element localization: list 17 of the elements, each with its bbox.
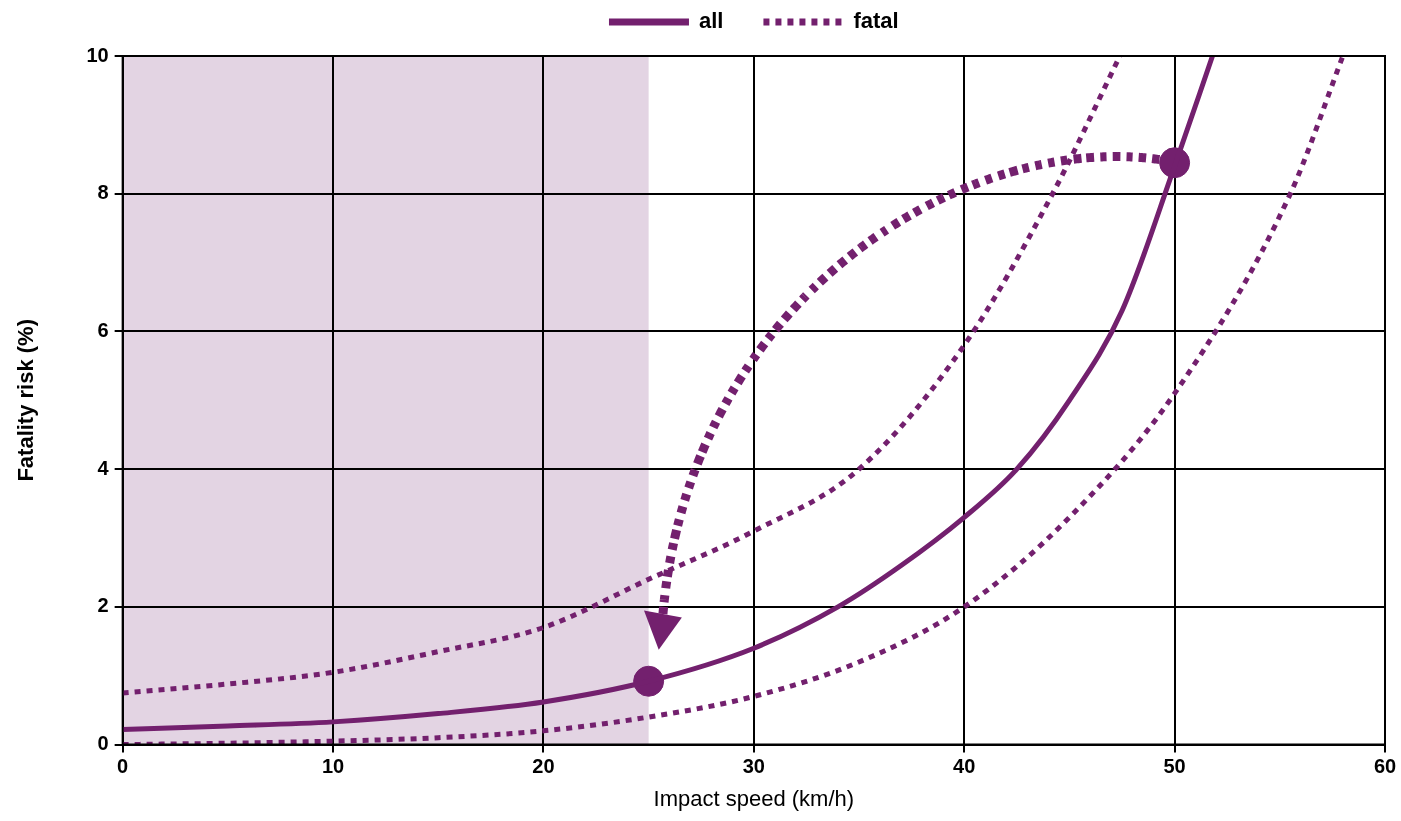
y-tick-label: 4	[97, 456, 110, 479]
x-axis-title: Impact speed (km/h)	[653, 785, 855, 811]
x-tick-label: 20	[532, 755, 555, 778]
legend-label: all	[698, 8, 724, 34]
x-tick-label: 50	[1163, 755, 1186, 778]
y-tick-label: 10	[86, 43, 109, 66]
x-tick-label: 30	[742, 755, 765, 778]
y-tick-label: 6	[97, 318, 109, 341]
y-tick-label: 2	[97, 594, 109, 617]
legend-label: fatal	[853, 8, 899, 34]
x-tick-label: 0	[117, 755, 129, 778]
y-tick-label: 8	[97, 181, 109, 204]
x-tick-label: 40	[953, 755, 976, 778]
x-tick-label: 60	[1373, 755, 1397, 778]
y-axis-title: Fatality risk (%)	[13, 319, 39, 482]
x-tick-label: 10	[321, 755, 345, 778]
y-tick-label: 0	[97, 732, 109, 755]
